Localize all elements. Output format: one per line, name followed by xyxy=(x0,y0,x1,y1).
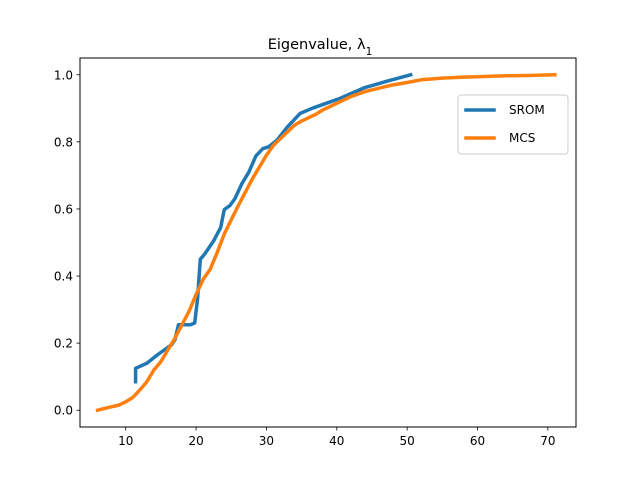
series-layer xyxy=(95,72,557,413)
series-line-mcs xyxy=(95,72,557,413)
x-tick-label: 70 xyxy=(540,434,555,448)
y-tick-label: 0.6 xyxy=(54,202,73,216)
legend: SROM MCS xyxy=(457,94,569,155)
x-tick-label: 50 xyxy=(400,434,415,448)
legend-label-mcs: MCS xyxy=(509,131,535,145)
x-tick-label: 10 xyxy=(118,434,133,448)
y-tick-label: 0.8 xyxy=(54,135,73,149)
plot-area-frame xyxy=(79,57,577,428)
chart-title: Eigenvalue, λ1 xyxy=(268,37,373,58)
legend-label-srom: SROM xyxy=(509,103,545,117)
y-tick-label: 0.0 xyxy=(54,404,73,418)
x-tick-label: 30 xyxy=(259,434,274,448)
x-tick-label: 60 xyxy=(470,434,485,448)
axis-ticks: 10 20 30 40 50 60 70 0.0 0.2 0.4 0.6 0.8 1.0 xyxy=(54,68,556,448)
x-tick-label: 20 xyxy=(188,434,203,448)
y-tick-label: 1.0 xyxy=(54,68,73,82)
y-tick-label: 0.2 xyxy=(54,337,73,351)
y-tick-label: 0.4 xyxy=(54,270,73,284)
x-tick-label: 40 xyxy=(329,434,344,448)
